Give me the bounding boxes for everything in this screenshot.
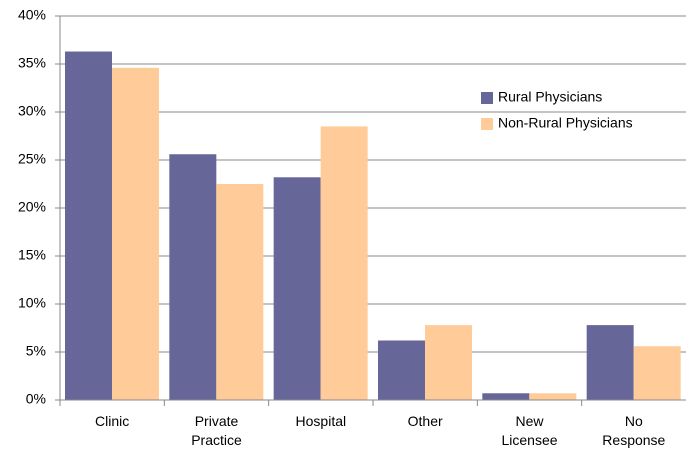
x-tick-label: No Response (602, 413, 665, 448)
bar (378, 340, 425, 400)
bar (586, 325, 634, 400)
y-tick-label: 35% (18, 55, 46, 71)
legend-swatch (481, 118, 493, 130)
y-tick-label: 30% (18, 103, 46, 119)
bar (216, 184, 264, 400)
x-tick-label: Clinic (95, 413, 129, 429)
bar (65, 51, 112, 401)
y-tick-label: 25% (18, 151, 46, 167)
legend-label: Non-Rural Physicians (498, 115, 633, 131)
y-tick-label: 10% (18, 295, 46, 311)
bar (529, 393, 577, 400)
x-tick-label: Private Practice (191, 413, 242, 448)
bar (633, 346, 681, 400)
x-tick-label: Hospital (296, 413, 347, 429)
y-tick-label: 20% (18, 199, 46, 215)
bar (425, 325, 472, 400)
bar (112, 67, 159, 400)
y-tick-label: 15% (18, 247, 46, 263)
x-tick-label: New Licensee (501, 413, 557, 448)
bar (482, 393, 530, 400)
bar (169, 154, 217, 400)
bar (273, 177, 321, 400)
bar (320, 126, 368, 401)
y-tick-label: 40% (18, 7, 46, 23)
legend-label: Rural Physicians (498, 89, 602, 105)
legend-swatch (481, 92, 493, 104)
y-tick-label: 0% (26, 391, 46, 407)
x-tick-label: Other (408, 413, 443, 429)
y-tick-label: 5% (26, 343, 46, 359)
